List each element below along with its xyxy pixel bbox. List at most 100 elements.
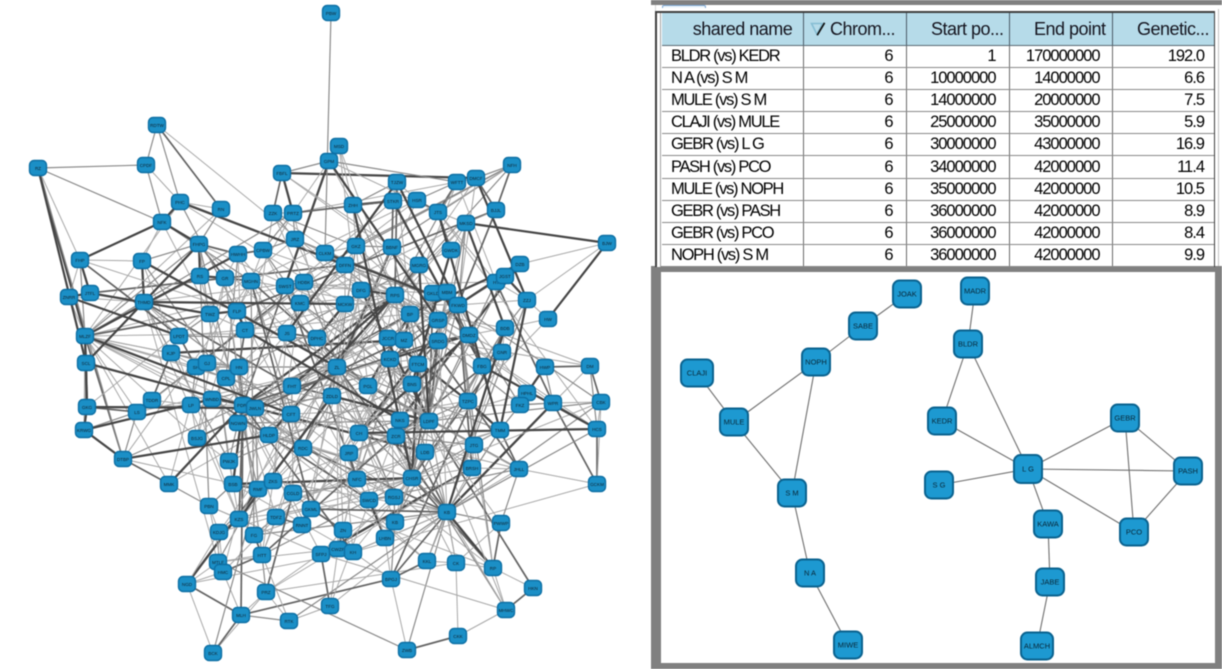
svg-text:RNNT: RNNT xyxy=(296,523,309,528)
svg-text:PHC: PHC xyxy=(175,200,185,205)
svg-text:GNR: GNR xyxy=(497,350,508,355)
svg-text:RMF: RMF xyxy=(253,487,263,492)
svg-text:MIWE: MIWE xyxy=(838,641,858,650)
svg-text:BBNF: BBNF xyxy=(386,245,398,250)
svg-text:HPHL: HPHL xyxy=(521,391,534,396)
svg-text:CH: CH xyxy=(356,431,363,436)
svg-text:NOPH: NOPH xyxy=(805,358,827,367)
svg-text:PWJK: PWJK xyxy=(223,459,237,464)
svg-text:DM: DM xyxy=(586,364,593,369)
svg-text:JTS: JTS xyxy=(434,210,442,215)
svg-text:SABE: SABE xyxy=(853,322,873,331)
svg-text:CBK: CBK xyxy=(596,400,606,405)
svg-text:TMM: TMM xyxy=(495,428,506,433)
svg-text:BLDR: BLDR xyxy=(958,340,979,349)
svg-text:WFTT: WFTT xyxy=(451,180,464,185)
svg-text:FBFL: FBFL xyxy=(276,171,288,176)
svg-text:SWCD: SWCD xyxy=(362,498,377,503)
svg-text:PASH: PASH xyxy=(1178,467,1198,476)
svg-text:S G: S G xyxy=(933,481,946,490)
svg-text:JABE: JABE xyxy=(1041,578,1060,587)
svg-text:NKS: NKS xyxy=(395,418,404,423)
svg-text:DMDZ: DMDZ xyxy=(462,333,475,338)
svg-text:CPBW: CPBW xyxy=(256,248,270,253)
svg-text:MGRG: MGRG xyxy=(412,263,427,268)
svg-text:PBW: PBW xyxy=(326,11,337,16)
svg-text:GEBR: GEBR xyxy=(1114,414,1136,423)
svg-text:FBG: FBG xyxy=(477,364,487,369)
svg-text:GJ: GJ xyxy=(204,361,210,366)
svg-text:JCCR: JCCR xyxy=(382,336,395,341)
svg-text:BPGJ: BPGJ xyxy=(385,577,397,582)
svg-text:JTG: JTG xyxy=(470,443,479,448)
svg-text:ZN: ZN xyxy=(340,528,346,533)
svg-text:FLP: FLP xyxy=(233,309,241,314)
svg-text:HKN: HKN xyxy=(528,586,538,591)
svg-text:GKG: GKG xyxy=(82,405,93,410)
svg-text:PGL: PGL xyxy=(363,384,373,389)
svg-text:KZS: KZS xyxy=(235,517,244,522)
svg-text:MADR: MADR xyxy=(964,287,987,296)
svg-text:MKSD: MKSD xyxy=(459,221,473,226)
svg-text:RDC: RDC xyxy=(298,446,309,451)
svg-text:HW: HW xyxy=(544,317,552,322)
svg-text:JWLN: JWLN xyxy=(249,406,262,411)
svg-text:NFC: NFC xyxy=(352,477,362,482)
svg-text:RPS: RPS xyxy=(390,293,399,298)
svg-text:SFPJ: SFPJ xyxy=(315,552,326,557)
svg-text:BJW: BJW xyxy=(602,241,612,246)
svg-text:KAWA: KAWA xyxy=(1037,520,1059,529)
svg-text:WPR: WPR xyxy=(548,401,559,406)
svg-text:CGLD: CGLD xyxy=(287,491,300,496)
svg-text:ZZK: ZZK xyxy=(269,211,279,216)
svg-text:BRSH: BRSH xyxy=(466,466,479,471)
svg-text:PRTZ: PRTZ xyxy=(287,211,299,216)
svg-text:STKR: STKR xyxy=(387,199,400,204)
svg-text:GPM: GPM xyxy=(324,159,335,164)
svg-text:ALMCH: ALMCH xyxy=(1024,642,1050,651)
svg-text:CLKM: CLKM xyxy=(319,251,332,256)
svg-text:PDRJ: PDRJ xyxy=(237,403,249,408)
svg-text:WNBD: WNBD xyxy=(205,397,220,402)
svg-text:LDPF: LDPF xyxy=(423,419,435,424)
svg-text:NFH: NFH xyxy=(507,163,516,168)
svg-text:DTBP: DTBP xyxy=(117,457,129,462)
svg-text:MHWC: MHWC xyxy=(499,608,514,613)
svg-text:JRZ: JRZ xyxy=(291,237,300,242)
svg-text:GWDK: GWDK xyxy=(444,248,459,253)
svg-text:TWZ: TWZ xyxy=(205,312,215,317)
svg-text:PCO: PCO xyxy=(1126,528,1142,537)
svg-text:N A: N A xyxy=(804,569,816,578)
svg-text:MSD: MSD xyxy=(334,144,345,149)
svg-text:FG: FG xyxy=(251,533,258,538)
svg-text:MLZF: MLZF xyxy=(79,334,91,339)
svg-text:ZWB: ZWB xyxy=(402,648,412,653)
svg-text:KCKD: KCKD xyxy=(384,357,397,362)
svg-text:LPDT: LPDT xyxy=(173,334,185,339)
svg-text:KDJG: KDJG xyxy=(213,530,226,535)
svg-text:FP: FP xyxy=(139,259,145,264)
svg-text:NFK: NFK xyxy=(157,220,167,225)
svg-text:PRZ: PRZ xyxy=(261,590,270,595)
svg-text:JS: JS xyxy=(284,331,289,336)
svg-text:MULE: MULE xyxy=(724,418,745,427)
svg-text:HTT: HTT xyxy=(258,553,267,558)
svg-text:GKLD: GKLD xyxy=(427,291,440,296)
svg-text:PWWP: PWWP xyxy=(494,521,509,526)
svg-text:RDTW: RDTW xyxy=(150,123,164,128)
svg-text:RGSJ: RGSJ xyxy=(388,495,400,500)
svg-text:TZPC: TZPC xyxy=(462,399,475,404)
svg-text:BNS: BNS xyxy=(407,382,416,387)
svg-text:RS: RS xyxy=(197,274,203,279)
svg-text:NGD: NGD xyxy=(182,582,193,587)
svg-text:GRSP: GRSP xyxy=(431,318,444,323)
svg-text:GR: GR xyxy=(222,276,230,281)
svg-text:KKL: KKL xyxy=(423,559,432,564)
svg-text:L G: L G xyxy=(1022,465,1034,474)
svg-text:FHPG: FHPG xyxy=(193,242,206,247)
svg-text:ZL: ZL xyxy=(334,365,340,370)
svg-text:HT: HT xyxy=(493,280,499,285)
svg-text:ZZJ: ZZJ xyxy=(523,298,531,303)
svg-text:JOAK: JOAK xyxy=(897,290,917,299)
svg-text:SRDG: SRDG xyxy=(431,339,445,344)
